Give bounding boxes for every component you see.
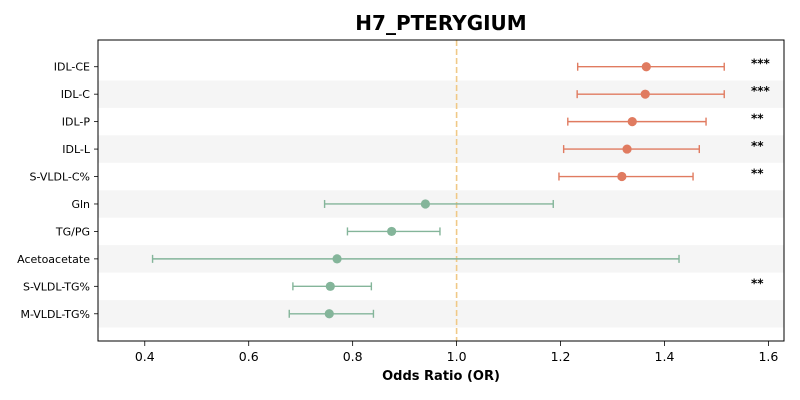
axes [97,39,785,342]
or-point [641,62,651,72]
y-tick-label: M-VLDL-TG% [20,308,90,321]
or-point [325,281,335,291]
y-tick-label: S-VLDL-C% [30,171,90,184]
or-point [324,309,334,319]
or-point [640,89,650,99]
x-tick-label: 1.4 [655,349,675,364]
y-tick-label: IDL-C [61,88,91,101]
y-axis-labels: IDL-CE IDL-C IDL-P IDL-L S-VLDL-C% Gln TG/PG Ac… [17,61,98,321]
y-tick-label: TG/PG [55,225,90,238]
significance-label: ** [751,276,764,290]
or-point [627,117,637,127]
significance-label: ** [751,139,764,153]
significance-label: ** [751,167,764,181]
y-tick-label: IDL-P [62,116,91,129]
x-axis-title: Odds Ratio (OR) [382,369,500,384]
confidence-intervals [151,62,725,319]
y-tick-label: S-VLDL-TG% [23,280,90,293]
chart-title: H7_PTERYGIUM [355,11,526,35]
or-point [332,254,342,264]
y-tick-label: IDL-L [62,143,91,156]
row-band [98,300,784,328]
or-point [387,226,397,237]
or-point [622,144,632,154]
x-axis-ticks: 0.4 0.6 0.8 1.0 1.2 1.4 1.6 [135,341,778,364]
y-tick-label: Acetoacetate [17,253,90,266]
or-point [420,199,431,209]
x-tick-label: 0.4 [135,349,155,364]
x-tick-label: 1.2 [551,349,571,364]
significance-labels: ************** [751,57,771,291]
x-tick-label: 1.6 [758,349,778,364]
plot-frame [97,39,785,342]
x-tick-label: 1.0 [447,349,467,364]
significance-label: ** [751,112,764,126]
or-point [617,171,627,182]
y-tick-label: IDL-CE [54,61,90,74]
significance-label: *** [751,57,771,71]
x-tick-label: 0.6 [239,349,259,364]
y-tick-label: Gln [71,198,90,211]
x-tick-label: 0.8 [343,349,363,364]
significance-label: *** [751,84,771,98]
